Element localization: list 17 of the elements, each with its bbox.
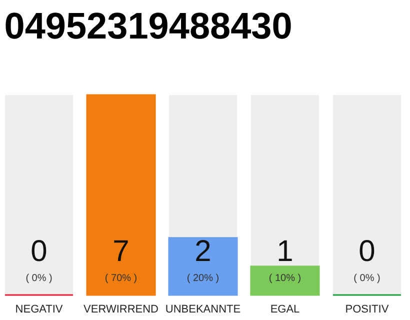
annotation: ( 0% )	[354, 273, 380, 284]
annotation: ( 70% )	[104, 273, 138, 284]
x-tick-label: VERWIRREND	[84, 304, 159, 316]
data-label: 0	[30, 235, 48, 268]
data-label: 2	[194, 235, 212, 268]
chart-title: 04952319488430	[4, 5, 292, 46]
annotation: ( 0% )	[26, 273, 52, 284]
x-tick-label: EGAL	[270, 304, 300, 316]
bar	[250, 266, 320, 296]
data-label: 1	[276, 235, 294, 268]
data-label: 0	[358, 235, 376, 268]
data-label: 7	[112, 235, 130, 268]
x-tick-label: POSITIV	[345, 304, 390, 316]
annotation: ( 20% )	[186, 273, 220, 284]
x-tick-label: UNBEKANNTE	[165, 304, 241, 316]
x-tick-label: NEGATIV	[15, 304, 64, 316]
annotation: ( 10% )	[268, 273, 302, 284]
